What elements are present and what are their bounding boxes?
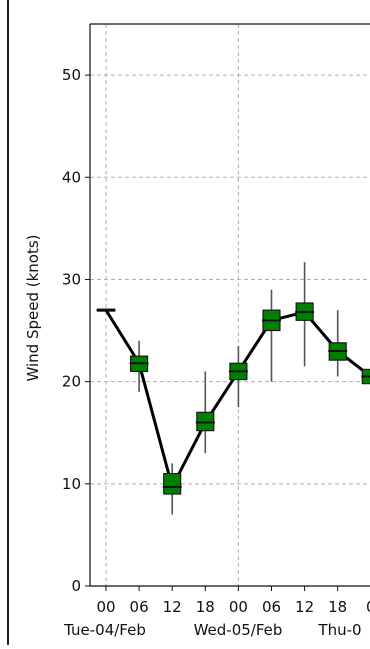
x-tick-label-4: 00: [229, 598, 248, 616]
x-date-label-1: Wed-05/Feb: [194, 621, 283, 639]
y-axis-label: Wind Speed (knots): [24, 234, 42, 381]
boxes-layer: [97, 262, 370, 514]
x-tick-label-5: 06: [262, 598, 281, 616]
x-tick-label-2: 12: [163, 598, 182, 616]
y-tick-label-3: 30: [62, 270, 81, 288]
y-tick-label-0: 0: [71, 577, 81, 595]
axes-layer: [85, 24, 370, 591]
x-tick-label-3: 18: [196, 598, 215, 616]
x-tick-label-7: 18: [328, 598, 347, 616]
y-tick-label-1: 10: [62, 475, 81, 493]
x-tick-label-1: 06: [130, 598, 149, 616]
box-3: [197, 412, 214, 430]
x-tick-label-8: 0: [366, 598, 370, 616]
x-tick-label-0: 00: [96, 598, 115, 616]
y-tick-label-2: 20: [62, 373, 81, 391]
x-date-label-2: Thu-0: [317, 621, 361, 639]
y-tick-label-4: 40: [62, 168, 81, 186]
x-date-label-0: Tue-04/Feb: [63, 621, 146, 639]
x-tick-label-6: 12: [295, 598, 314, 616]
grid-layer: [90, 24, 370, 586]
box-2: [164, 474, 181, 494]
y-tick-label-5: 50: [62, 66, 81, 84]
labels-layer: 0 10 20 30 40 50 00 06 12 18 00 06 12 18 0 Tue-04/Feb We…: [62, 66, 370, 639]
